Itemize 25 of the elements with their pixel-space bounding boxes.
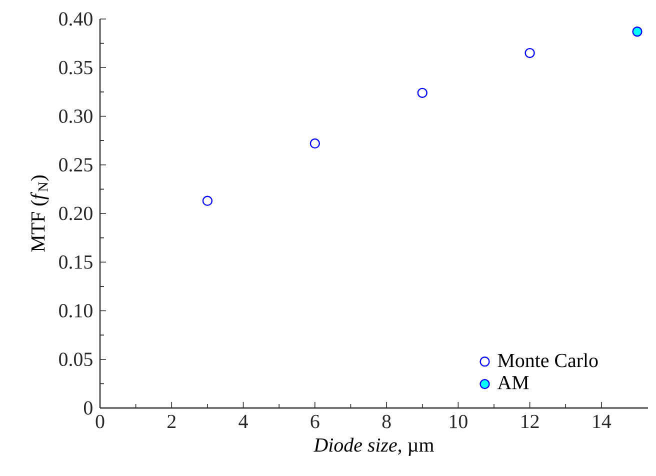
legend-label: Monte Carlo [498, 353, 598, 368]
x-tick-label: 8 [382, 414, 391, 428]
point [417, 88, 428, 98]
point [202, 196, 213, 206]
x-tick-label: 14 [593, 414, 612, 428]
y-tick-label: 0.15 [59, 255, 92, 269]
legend-label: AM [497, 376, 529, 390]
y-axis-title: MTF (f$_{N}$) [30, 176, 49, 252]
x-axis-title: Diode size, µm [314, 438, 434, 456]
y-tick-label: 0.30 [59, 109, 92, 124]
y-tick-label: 0 [84, 401, 92, 415]
x-tick-label: 10 [450, 414, 468, 428]
y-tick-label: 0.25 [59, 158, 92, 172]
x-tick-label: 12 [522, 414, 539, 428]
x-tick-label: 4 [238, 414, 248, 428]
point [310, 138, 320, 149]
y-tick-label: 0.10 [59, 304, 92, 318]
x-tick-label: 6 [310, 414, 320, 428]
x-tick-label: 2 [168, 414, 176, 428]
y-tick-label: 0.40 [59, 12, 92, 26]
point [524, 48, 535, 58]
x-tick-label: 0 [96, 414, 104, 428]
y-tick-label: 0.20 [59, 206, 92, 220]
y-tick-label: 0.35 [59, 60, 92, 74]
y-tick-label: 0.05 [59, 352, 92, 366]
